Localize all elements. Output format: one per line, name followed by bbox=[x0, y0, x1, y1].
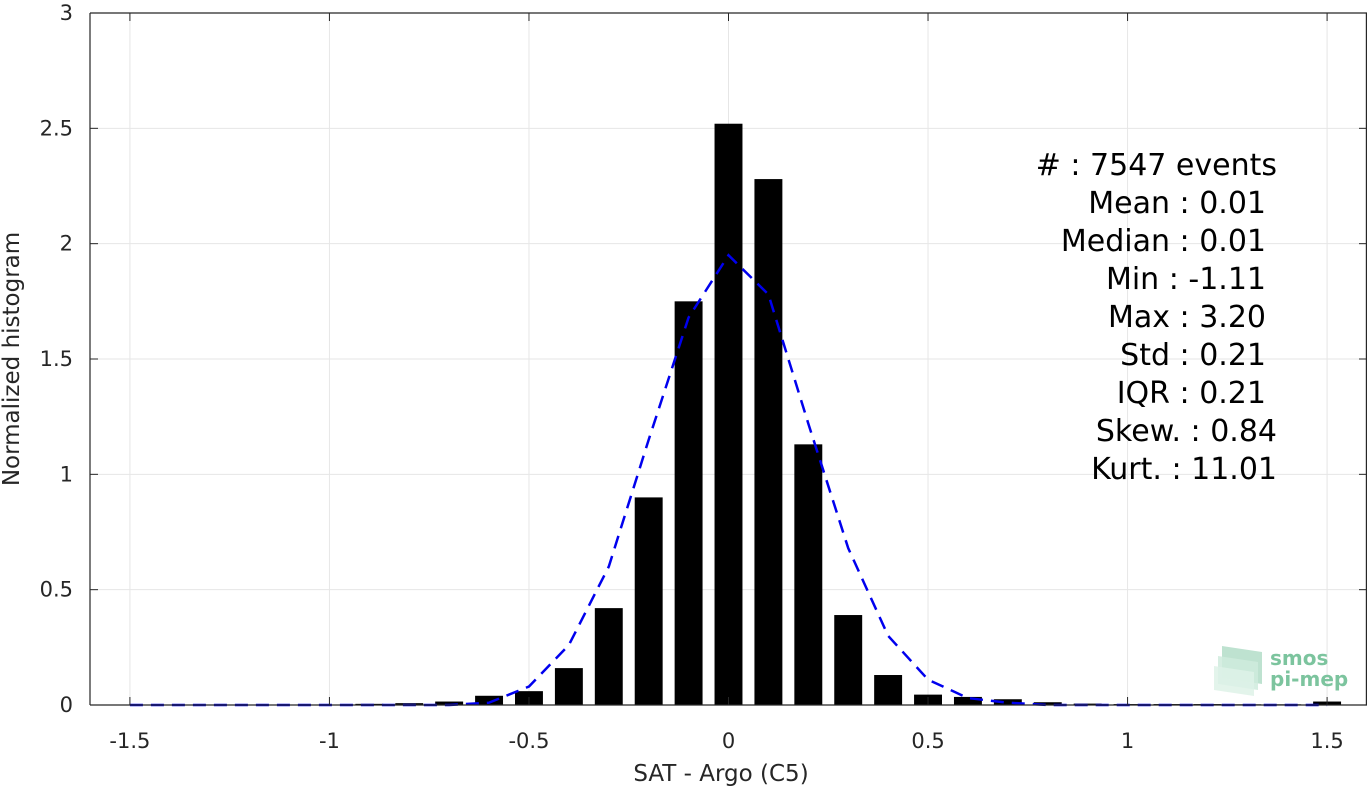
x-tick-label: 1.5 bbox=[1310, 729, 1343, 753]
y-tick-label: 0.5 bbox=[40, 578, 73, 602]
x-tick-label: 0 bbox=[722, 729, 735, 753]
y-tick-label: 0 bbox=[60, 693, 73, 717]
y-tick-labels: 0 0.5 1 1.5 2 2.5 3 bbox=[40, 1, 73, 717]
stat-max: Max : 3.20 bbox=[1108, 300, 1266, 335]
logo-text-smos: smos bbox=[1270, 646, 1328, 670]
x-tick-labels: -1.5 -1 -0.5 0 0.5 1 1.5 bbox=[109, 729, 1343, 753]
y-tick-label: 2 bbox=[60, 232, 73, 256]
x-axis-label: SAT - Argo (C5) bbox=[633, 761, 808, 787]
y-tick-label: 1 bbox=[60, 462, 73, 486]
histogram-bar bbox=[834, 615, 863, 705]
stat-iqr: IQR : 0.21 bbox=[1117, 376, 1266, 411]
histogram-bar bbox=[993, 699, 1022, 705]
histogram-bar bbox=[475, 695, 504, 705]
y-axis-label: Normalized histogram bbox=[0, 232, 25, 486]
x-tick-label: -1 bbox=[319, 729, 340, 753]
histogram-bar bbox=[1033, 702, 1062, 705]
y-tick-label: 3 bbox=[60, 1, 73, 25]
stat-skew: Skew. : 0.84 bbox=[1096, 414, 1277, 449]
histogram-bar bbox=[874, 675, 903, 705]
histogram-bar bbox=[794, 444, 823, 705]
logo-text-pimep: pi-mep bbox=[1270, 667, 1348, 691]
logo-layers-icon bbox=[1214, 646, 1262, 696]
histogram-bar bbox=[435, 701, 464, 705]
stat-min: Min : -1.11 bbox=[1106, 262, 1266, 297]
stat-std: Std : 0.21 bbox=[1120, 338, 1266, 373]
x-tick-label: -1.5 bbox=[109, 729, 150, 753]
y-tick-label: 2.5 bbox=[40, 116, 73, 140]
histogram-bars bbox=[355, 123, 1342, 706]
stat-mean: Mean : 0.01 bbox=[1088, 186, 1266, 221]
x-tick-label: 0.5 bbox=[911, 729, 944, 753]
y-tick-label: 1.5 bbox=[40, 347, 73, 371]
histogram-bar bbox=[554, 668, 583, 705]
smos-pimep-logo: smos pi-mep bbox=[1214, 646, 1348, 696]
stat-events: # : 7547 events bbox=[1036, 148, 1277, 183]
histogram-bar bbox=[674, 301, 703, 705]
stat-kurt: Kurt. : 11.01 bbox=[1091, 452, 1277, 487]
stat-median: Median : 0.01 bbox=[1061, 224, 1266, 259]
axes bbox=[89, 12, 1367, 706]
histogram-bar bbox=[953, 696, 982, 705]
x-tick-label: -0.5 bbox=[508, 729, 549, 753]
histogram-bar bbox=[714, 123, 743, 706]
statistics-box: # : 7547 events Mean : 0.01 Median : 0.0… bbox=[1036, 148, 1277, 487]
histogram-bar bbox=[594, 608, 623, 705]
x-tick-label: 1 bbox=[1121, 729, 1134, 753]
histogram-bar bbox=[754, 179, 783, 705]
histogram-bar bbox=[634, 497, 663, 705]
